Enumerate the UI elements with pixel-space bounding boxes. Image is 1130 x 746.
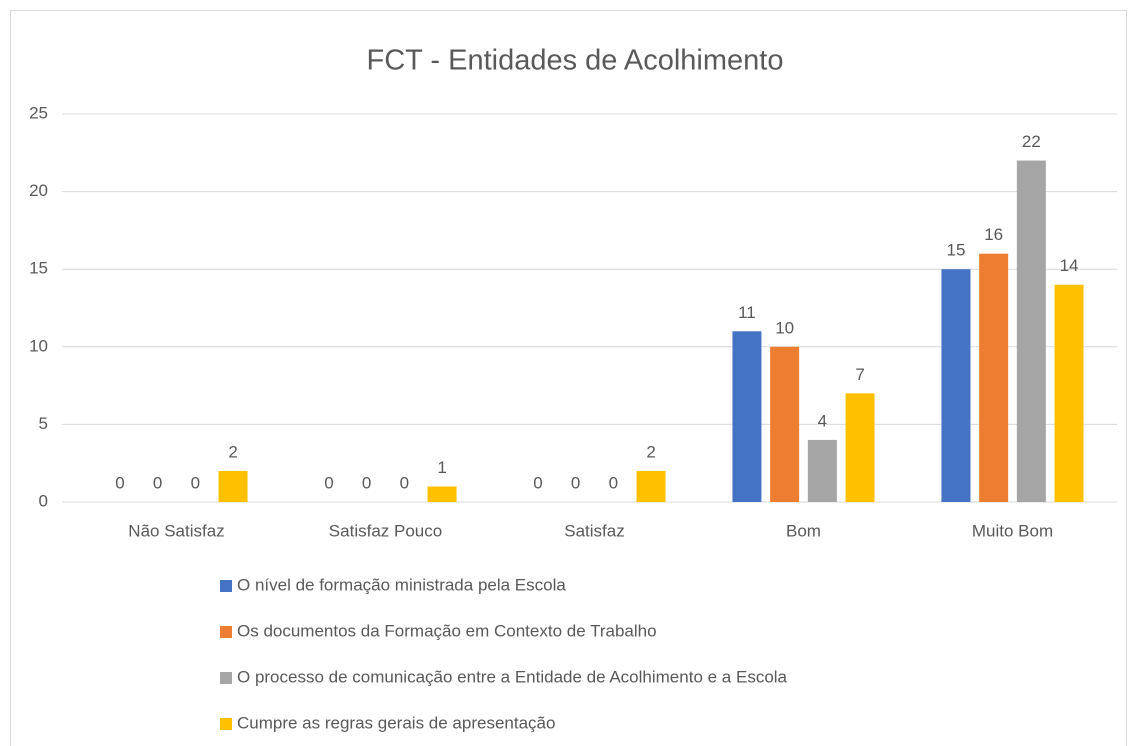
bar	[1054, 284, 1084, 502]
bar	[979, 253, 1009, 502]
legend-swatch	[220, 718, 232, 730]
bar	[845, 393, 875, 502]
data-label: 15	[946, 241, 965, 260]
chart-border	[10, 10, 1127, 746]
bar	[807, 439, 837, 502]
legend-swatch	[220, 672, 232, 684]
bar	[218, 470, 248, 502]
y-tick-label: 10	[29, 336, 48, 355]
data-label: 4	[818, 411, 827, 430]
y-tick-label: 5	[39, 414, 48, 433]
y-tick-label: 25	[29, 103, 48, 122]
data-label: 0	[609, 473, 618, 492]
data-label: 0	[362, 473, 371, 492]
x-tick-label: Bom	[786, 521, 821, 540]
data-label: 0	[324, 473, 333, 492]
bar	[427, 486, 457, 502]
y-tick-label: 15	[29, 259, 48, 278]
data-label: 0	[115, 473, 124, 492]
legend-label: Cumpre as regras gerais de apresentação	[237, 713, 555, 732]
legend-label: O nível de formação ministrada pela Esco…	[237, 575, 566, 594]
bar	[770, 346, 800, 502]
legend-label: O processo de comunicação entre a Entida…	[237, 667, 788, 686]
data-label: 0	[153, 473, 162, 492]
chart-title: FCT - Entidades de Acolhimento	[367, 45, 784, 77]
data-label: 10	[775, 318, 794, 337]
data-label: 14	[1060, 256, 1079, 275]
bar	[941, 269, 971, 502]
bar	[1016, 160, 1046, 502]
data-label: 2	[646, 442, 655, 461]
data-label: 22	[1022, 132, 1041, 151]
x-tick-label: Satisfaz Pouco	[329, 521, 442, 540]
y-tick-label: 0	[39, 491, 48, 510]
data-label: 0	[533, 473, 542, 492]
bar	[732, 331, 762, 502]
data-label: 16	[984, 225, 1003, 244]
x-tick-label: Muito Bom	[972, 521, 1053, 540]
data-label: 0	[571, 473, 580, 492]
y-tick-label: 20	[29, 181, 48, 200]
data-label: 11	[738, 303, 756, 322]
data-label: 1	[437, 458, 446, 477]
data-label: 2	[228, 442, 237, 461]
legend-label: Os documentos da Formação em Contexto de…	[237, 621, 657, 640]
x-tick-label: Não Satisfaz	[128, 521, 224, 540]
data-label: 7	[855, 365, 864, 384]
bar	[636, 470, 666, 502]
legend-swatch	[220, 626, 232, 638]
x-tick-label: Satisfaz	[564, 521, 624, 540]
data-label: 0	[191, 473, 200, 492]
data-label: 0	[400, 473, 409, 492]
legend-swatch	[220, 580, 232, 592]
